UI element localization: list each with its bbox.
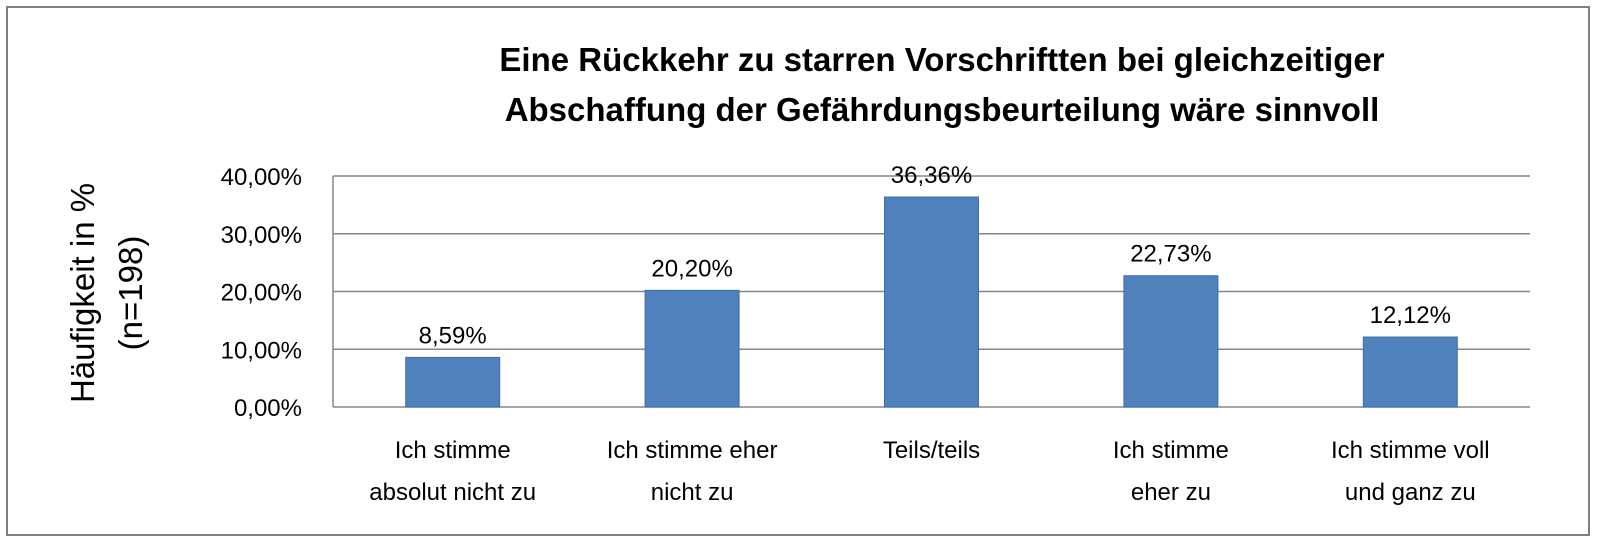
y-tick-label: 20,00% <box>221 280 302 307</box>
y-axis-title: Häufigkeit in % (n=198) <box>64 183 149 403</box>
chart-title-line: Eine Rückkehr zu starren Vorschriftten b… <box>499 41 1384 78</box>
bar <box>884 196 979 408</box>
y-tick-labels: 0,00% 10,00% 20,00% 30,00% 40,00% <box>221 164 302 422</box>
y-tick-label: 10,00% <box>221 337 302 364</box>
x-category-label: nicht zu <box>651 479 734 506</box>
data-label: 22,73% <box>1130 241 1211 268</box>
x-category-label: Ich stimme voll <box>1331 437 1490 464</box>
data-label: 20,20% <box>651 255 732 282</box>
y-tick-label: 0,00% <box>234 395 302 422</box>
chart-frame <box>6 6 1590 536</box>
x-category-label: absolut nicht zu <box>369 479 536 506</box>
data-label: 12,12% <box>1370 302 1451 329</box>
x-category-label: Teils/teils <box>883 437 980 464</box>
bar <box>1362 336 1458 408</box>
x-category-label: und ganz zu <box>1345 479 1476 506</box>
bar <box>644 289 740 408</box>
x-category-label: Ich stimme eher <box>607 437 778 464</box>
y-axis-title-line: Häufigkeit in % <box>64 183 101 403</box>
data-labels: 8,59% 20,20% 36,36% 22,73% 12,12% <box>419 162 1451 349</box>
data-label: 8,59% <box>419 322 487 349</box>
y-tick-label: 30,00% <box>221 222 302 249</box>
bars <box>405 196 1458 408</box>
data-label: 36,36% <box>891 162 972 189</box>
x-category-label: eher zu <box>1131 479 1211 506</box>
chart-title-line: Abschaffung der Gefährdungsbeurteilung w… <box>505 91 1380 128</box>
y-tick-label: 40,00% <box>221 164 302 191</box>
x-category-label: Ich stimme <box>1113 437 1229 464</box>
x-category-labels: Ich stimme absolut nicht zu Ich stimme ehe… <box>369 437 1489 506</box>
chart-title: Eine Rückkehr zu starren Vorschriftten b… <box>499 41 1384 128</box>
bar <box>1123 275 1219 408</box>
y-axis-title-line: (n=198) <box>112 236 149 351</box>
x-category-label: Ich stimme <box>395 437 511 464</box>
bar <box>405 356 501 408</box>
